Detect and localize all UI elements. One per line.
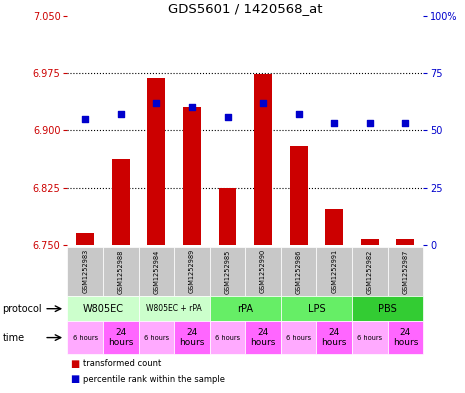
Text: 24
hours: 24 hours <box>321 328 347 347</box>
Text: 6 hours: 6 hours <box>73 334 98 341</box>
Bar <box>397 239 414 245</box>
Point <box>295 111 302 118</box>
Text: time: time <box>2 332 25 343</box>
Bar <box>147 78 165 245</box>
Text: 6 hours: 6 hours <box>286 334 311 341</box>
Bar <box>254 74 272 245</box>
Point <box>153 100 160 106</box>
Text: GSM1252982: GSM1252982 <box>367 249 373 294</box>
Bar <box>183 107 201 245</box>
Text: GSM1252988: GSM1252988 <box>118 249 124 294</box>
Bar <box>361 239 379 245</box>
Point <box>224 114 231 120</box>
Text: protocol: protocol <box>2 304 42 314</box>
Text: ■: ■ <box>70 374 79 384</box>
Text: ■: ■ <box>70 358 79 369</box>
Text: percentile rank within the sample: percentile rank within the sample <box>83 375 225 384</box>
Text: 6 hours: 6 hours <box>357 334 382 341</box>
Text: transformed count: transformed count <box>83 359 161 368</box>
Text: W805EC + rPA: W805EC + rPA <box>146 304 202 313</box>
Text: GSM1252987: GSM1252987 <box>402 249 408 294</box>
Text: PBS: PBS <box>378 304 397 314</box>
Bar <box>112 159 130 245</box>
Text: 24
hours: 24 hours <box>179 328 205 347</box>
Bar <box>326 209 343 245</box>
Text: 6 hours: 6 hours <box>144 334 169 341</box>
Text: rPA: rPA <box>237 304 253 314</box>
Text: GSM1252989: GSM1252989 <box>189 249 195 294</box>
Text: 6 hours: 6 hours <box>215 334 240 341</box>
Point <box>366 120 373 127</box>
Text: GSM1252983: GSM1252983 <box>82 249 88 294</box>
Text: LPS: LPS <box>308 304 325 314</box>
Point <box>117 111 125 118</box>
Point <box>188 104 196 110</box>
Bar <box>76 233 94 245</box>
Text: W805EC: W805EC <box>82 304 124 314</box>
Bar <box>219 187 236 245</box>
Title: GDS5601 / 1420568_at: GDS5601 / 1420568_at <box>168 2 323 15</box>
Text: 24
hours: 24 hours <box>108 328 133 347</box>
Text: GSM1252985: GSM1252985 <box>225 249 231 294</box>
Point <box>331 120 338 127</box>
Text: GSM1252991: GSM1252991 <box>331 249 337 294</box>
Text: 24
hours: 24 hours <box>250 328 276 347</box>
Text: 24
hours: 24 hours <box>392 328 418 347</box>
Point <box>259 100 267 106</box>
Bar <box>290 146 307 245</box>
Text: GSM1252986: GSM1252986 <box>296 249 302 294</box>
Point <box>81 116 89 122</box>
Point <box>402 120 409 127</box>
Text: GSM1252984: GSM1252984 <box>153 249 159 294</box>
Text: GSM1252990: GSM1252990 <box>260 249 266 294</box>
